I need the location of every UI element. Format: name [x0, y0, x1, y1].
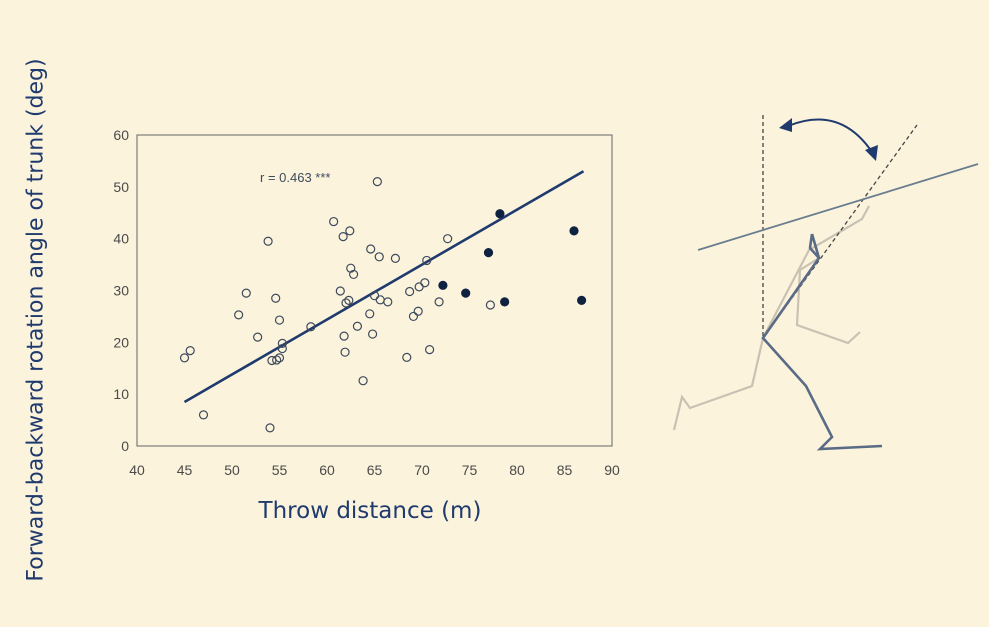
data-point-open	[253, 332, 263, 342]
data-point-open	[402, 352, 412, 362]
x-tick-label: 90	[604, 462, 620, 478]
javelin-thrower-stick-figure-icon	[672, 115, 979, 451]
data-point-open	[366, 244, 376, 254]
rotation-arrowhead-right	[865, 145, 878, 161]
data-point-open	[408, 311, 419, 322]
data-point-open	[434, 297, 444, 307]
data-point-open	[274, 315, 285, 325]
data-point-filled	[569, 226, 579, 236]
y-tick-label: 10	[113, 386, 129, 402]
data-point-open	[349, 269, 359, 280]
y-tick-label: 30	[113, 283, 129, 299]
y-tick-label: 0	[121, 438, 129, 454]
data-points	[179, 177, 587, 433]
data-point-open	[485, 300, 495, 310]
data-point-open	[198, 410, 209, 420]
data-point-open	[277, 338, 287, 348]
data-point-open	[341, 298, 351, 308]
data-point-filled	[461, 288, 471, 298]
data-point-open	[329, 216, 339, 227]
y-tick-label: 20	[113, 334, 129, 350]
data-point-open	[306, 322, 316, 332]
data-point-open	[375, 295, 385, 305]
x-tick-label: 45	[177, 462, 193, 478]
regression-line	[183, 170, 585, 404]
data-point-filled	[500, 297, 510, 307]
data-point-open	[414, 282, 424, 292]
data-point-open	[345, 226, 355, 236]
x-tick-labels: 40 45 50 55 60 65 70 75 80 85 90	[129, 462, 620, 478]
rotation-arrowhead-left	[779, 118, 792, 132]
data-point-open	[405, 286, 415, 297]
x-tick-label: 85	[557, 462, 573, 478]
x-tick-label: 75	[462, 462, 478, 478]
y-tick-label: 50	[113, 179, 129, 195]
data-point-filled	[495, 209, 505, 219]
data-point-open	[352, 321, 362, 331]
x-tick-label: 40	[129, 462, 145, 478]
data-point-open	[274, 353, 285, 363]
data-point-open	[265, 423, 275, 433]
x-tick-label: 55	[272, 462, 288, 478]
x-tick-label: 60	[319, 462, 335, 478]
data-point-open	[443, 234, 453, 244]
correlation-annotation: r = 0.463 ***	[260, 170, 330, 185]
y-axis-label: Forward-backward rotation angle of trunk…	[23, 58, 49, 582]
data-point-open	[368, 329, 378, 339]
data-point-open	[271, 293, 281, 303]
x-tick-label: 50	[224, 462, 240, 478]
data-point-open	[420, 278, 430, 288]
x-axis-label: Throw distance (m)	[258, 498, 482, 524]
data-point-open	[358, 376, 368, 386]
back-arm	[795, 257, 861, 345]
y-tick-labels: 0 10 20 30 40 50 60	[113, 127, 129, 454]
data-point-open	[263, 236, 273, 246]
data-point-open	[383, 297, 393, 307]
data-point-open	[372, 177, 382, 187]
data-point-filled	[483, 248, 494, 258]
y-tick-label: 60	[113, 127, 129, 143]
front-body	[761, 233, 883, 451]
data-point-open	[185, 346, 195, 356]
data-point-open	[425, 344, 435, 355]
data-point-open	[339, 331, 349, 341]
data-point-open	[365, 309, 375, 319]
javelin-line	[697, 163, 979, 251]
data-point-open	[277, 343, 287, 354]
front-arm	[808, 233, 820, 259]
data-point-open	[413, 306, 423, 316]
data-point-open	[390, 253, 400, 263]
data-point-open	[241, 288, 251, 298]
data-point-filled	[576, 295, 587, 305]
data-point-open	[344, 295, 354, 305]
data-point-open	[374, 252, 384, 262]
data-point-open	[179, 353, 190, 363]
plot-frame	[136, 134, 613, 447]
back-arm-upper	[762, 205, 870, 339]
back-leg	[672, 337, 765, 431]
x-tick-label: 70	[414, 462, 430, 478]
y-tick-label: 40	[113, 231, 129, 247]
data-point-open	[422, 255, 432, 266]
data-point-open	[340, 347, 350, 357]
data-point-filled	[438, 280, 448, 290]
rotation-arrow	[787, 118, 873, 153]
data-point-open	[234, 310, 244, 320]
x-tick-label: 65	[367, 462, 383, 478]
x-tick-label: 80	[509, 462, 525, 478]
data-point-open	[272, 355, 282, 365]
data-point-open	[335, 286, 345, 296]
data-point-open	[338, 231, 348, 242]
